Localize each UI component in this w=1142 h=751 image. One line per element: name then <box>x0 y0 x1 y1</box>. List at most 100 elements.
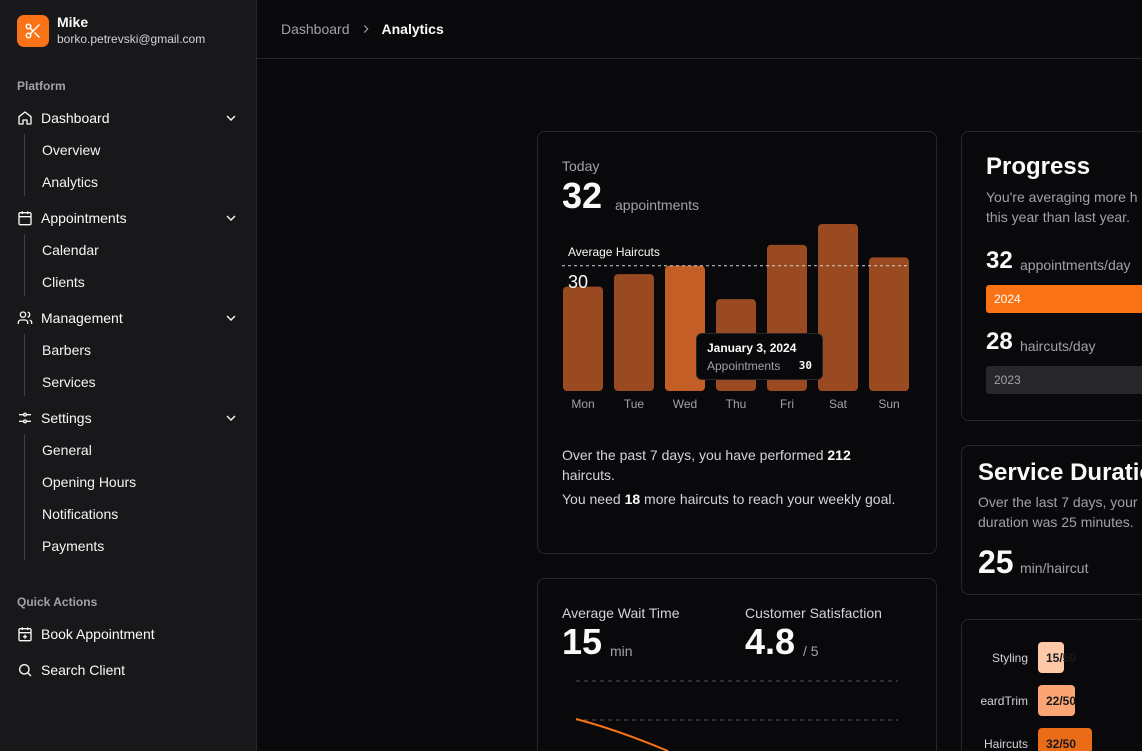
sidebar-item-label: Dashboard <box>41 110 110 126</box>
progress-title: Progress <box>986 153 1091 180</box>
sidebar-item-management[interactable]: Management <box>17 304 241 332</box>
satisfaction-label: Customer Satisfaction <box>745 605 882 621</box>
summary-goal: You need 18 more haircuts to reach your … <box>562 489 907 509</box>
tooltip-date: January 3, 2024 <box>707 341 797 355</box>
user-switcher[interactable]: Mike borko.petrevski@gmail.com <box>17 14 205 47</box>
sidebar-subitem-calendar[interactable]: Calendar <box>42 242 99 258</box>
sidebar-subitem-barbers[interactable]: Barbers <box>42 342 92 358</box>
chevron-down-icon <box>226 115 236 121</box>
service-duration-description-line: Over the last 7 days, your <box>978 494 1138 510</box>
bar-tue[interactable] <box>614 274 654 391</box>
summary-number: 212 <box>827 447 851 463</box>
service-bar-label: Haircuts <box>983 737 1028 751</box>
x-tick-label: Mon <box>571 397 595 411</box>
quick-action-book-appointment[interactable]: Book Appointment <box>17 620 241 648</box>
sidebar-subitem-opening-hours[interactable]: Opening Hours <box>42 474 137 490</box>
sidebar-subitem-clients[interactable]: Clients <box>42 274 85 290</box>
wait-value: 15 <box>562 621 603 662</box>
sub-nav-line <box>24 334 25 396</box>
service-bar-label: eardTrim <box>980 694 1028 708</box>
quick-action-label: Search Client <box>41 662 126 678</box>
reference-line-value: 30 <box>568 272 589 292</box>
progress-description: You're averaging more h this year than l… <box>986 187 1138 227</box>
service-duration-description-line: duration was 25 minutes. <box>978 514 1134 530</box>
home-icon <box>17 110 33 126</box>
progress-stat2-unit: haircuts/day <box>1020 338 1096 354</box>
calendar-plus-icon <box>17 626 33 642</box>
sub-nav-line <box>24 434 25 560</box>
satisfaction-unit: / 5 <box>803 643 819 659</box>
wait-unit: min <box>610 643 633 659</box>
summary-number: 18 <box>624 491 641 507</box>
group-label-platform: Platform <box>17 79 66 93</box>
tooltip-value: 30 <box>798 359 812 372</box>
today-value: 32 <box>562 175 603 216</box>
breadcrumb-dashboard[interactable]: Dashboard <box>281 21 350 37</box>
wait-label: Average Wait Time <box>562 605 680 621</box>
group-label-quick-actions: Quick Actions <box>17 595 98 609</box>
summary-text: more haircuts to reach your weekly goal. <box>640 491 896 507</box>
bar-sun[interactable] <box>869 257 909 391</box>
users-icon <box>17 310 33 326</box>
service-duration-unit: min/haircut <box>1020 560 1089 576</box>
search-icon <box>17 662 33 678</box>
x-tick-label: Sat <box>828 397 847 411</box>
sidebar-subitem-general[interactable]: General <box>42 442 92 458</box>
progress-stat2-value: 28 <box>986 328 1013 355</box>
progress-bar-label: 2024 <box>994 292 1021 306</box>
sidebar-item-appointments[interactable]: Appointments <box>17 204 241 232</box>
bar-wed[interactable] <box>665 265 705 391</box>
sidebar-subitem-payments[interactable]: Payments <box>42 538 105 554</box>
service-bar: 15/50 <box>1038 642 1076 673</box>
service-bar-label: Styling <box>991 651 1028 665</box>
scissors-icon <box>17 14 49 47</box>
tooltip-label: Appointments <box>707 359 781 373</box>
summary-text: Over the past 7 days, you have performed <box>562 447 828 463</box>
progress-bar-2024: 2024 <box>986 285 1142 313</box>
calendar-icon <box>17 210 33 226</box>
sidebar-subitem-analytics[interactable]: Analytics <box>42 174 99 190</box>
x-tick-label: Fri <box>780 397 794 411</box>
sidebar-item-label: Settings <box>41 410 92 426</box>
summary-text: You need <box>562 491 625 507</box>
sidebar-subitem-notifications[interactable]: Notifications <box>42 506 119 522</box>
progress-description-line: You're averaging more h <box>986 189 1138 205</box>
progress-stat1-unit: appointments/day <box>1020 257 1131 273</box>
chart-tooltip: January 3, 2024 Appointments 30 <box>696 333 823 380</box>
chevron-down-icon <box>226 215 236 221</box>
x-tick-label: Tue <box>623 397 645 411</box>
progress-bar-2023: 2023 <box>986 366 1142 394</box>
x-tick-label: Thu <box>725 397 747 411</box>
sidebar-subitem-overview[interactable]: Overview <box>42 142 101 158</box>
bar-mon[interactable] <box>563 286 603 391</box>
service-duration-title: Service Duratio <box>978 459 1142 486</box>
sidebar-item-settings[interactable]: Settings <box>17 404 241 432</box>
service-duration-value: 25 <box>978 544 1014 580</box>
service-bar: 32/50 <box>1038 728 1092 751</box>
chevron-down-icon <box>226 315 236 321</box>
sidebar-item-label: Management <box>41 310 123 326</box>
today-label: Today <box>562 158 600 174</box>
sub-nav-line <box>24 234 25 296</box>
sidebar: Mike borko.petrevski@gmail.com Platform … <box>0 0 257 751</box>
service-duration-description: Over the last 7 days, your duration was … <box>978 492 1138 532</box>
wait-line-chart <box>575 680 898 751</box>
bar-sat[interactable] <box>818 224 858 391</box>
chevron-down-icon <box>226 415 236 421</box>
quick-action-search-client[interactable]: Search Client <box>17 656 241 684</box>
reference-line-label: Average Haircuts <box>568 245 660 259</box>
summary-performed: Over the past 7 days, you have performed… <box>562 445 907 485</box>
service-duration-card <box>961 445 1142 595</box>
service-bar: 22/50 <box>1038 685 1076 716</box>
user-name: Mike <box>57 14 89 30</box>
x-tick-label: Sun <box>878 397 900 411</box>
wait-trend-line <box>575 718 669 751</box>
breadcrumb-analytics: Analytics <box>381 21 444 37</box>
sidebar-subitem-services[interactable]: Services <box>42 374 96 390</box>
wait-satisfaction-card <box>537 578 937 751</box>
progress-stat1-value: 32 <box>986 247 1013 274</box>
x-tick-label: Wed <box>672 397 698 411</box>
sidebar-item-dashboard[interactable]: Dashboard <box>17 104 241 132</box>
progress-description-line: this year than last year. <box>986 209 1130 225</box>
